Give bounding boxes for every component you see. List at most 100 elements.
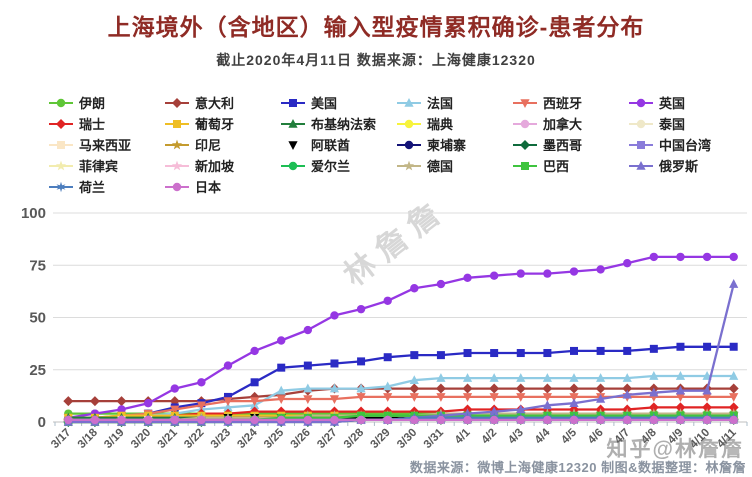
circle-marker-icon — [649, 415, 659, 425]
triangle-marker-icon — [489, 406, 499, 416]
x-axis-tick-label: 3/28 — [342, 426, 367, 451]
square-marker-icon — [250, 378, 259, 387]
triangle-marker-icon — [675, 385, 686, 395]
legend-item: 印尼 — [164, 134, 280, 155]
circle-marker-icon — [410, 284, 419, 293]
circle-marker-icon — [250, 346, 259, 356]
triangle-marker-icon — [542, 373, 552, 382]
triangle-marker-icon — [729, 279, 739, 288]
legend-item: 泰国 — [628, 113, 744, 134]
circle-marker-icon — [404, 119, 414, 128]
legend-item: 美国 — [280, 92, 396, 113]
square-marker-icon — [277, 363, 286, 372]
triangle-marker-icon — [649, 387, 659, 397]
square-marker-icon — [436, 351, 445, 360]
series-line — [68, 395, 734, 419]
x-axis-tick-label: 3/21 — [156, 426, 181, 451]
y-axis-tick-label: 50 — [29, 310, 46, 327]
triangle-down-marker-icon — [356, 393, 366, 402]
x-axis-tick-label: 4/4 — [533, 426, 553, 446]
triangle-legend-marker-icon — [281, 118, 305, 128]
legend-label: 葡萄牙 — [195, 117, 235, 132]
square-marker-icon — [490, 349, 499, 358]
circle-marker-icon — [569, 267, 579, 276]
legend-label: 意大利 — [195, 96, 235, 111]
star-legend-marker-icon — [165, 139, 189, 149]
triangle-marker-icon — [636, 160, 646, 170]
circle-marker-icon — [543, 415, 552, 425]
circle-marker-icon — [383, 415, 392, 425]
legend-label: 伊朗 — [79, 96, 106, 111]
circle-legend-marker-icon — [513, 119, 537, 128]
star-legend-marker-icon — [397, 160, 421, 170]
triangle-marker-icon — [542, 400, 552, 410]
square-marker-icon — [703, 342, 712, 351]
circle-marker-icon — [489, 271, 499, 280]
x-axis-tick-label: 3/24 — [235, 426, 260, 451]
y-axis-tick-label: 0 — [38, 414, 46, 431]
circle-marker-icon — [117, 405, 126, 414]
circle-legend-marker-icon — [49, 98, 73, 107]
circle-legend-marker-icon — [397, 140, 421, 149]
circle-marker-icon — [729, 415, 738, 425]
square-marker-icon — [463, 349, 472, 358]
triangle-marker-icon — [409, 375, 419, 384]
square-marker-icon — [543, 349, 552, 358]
star-legend-marker-icon — [49, 160, 73, 170]
triangle-down-marker-icon — [329, 395, 340, 405]
square-marker-icon — [173, 119, 181, 128]
triangle-marker-icon — [516, 373, 526, 382]
triangle-marker-icon — [276, 385, 286, 395]
square-marker-icon — [383, 353, 392, 362]
triangle-down-marker-icon — [436, 393, 446, 402]
circle-marker-icon — [596, 265, 605, 274]
x-axis-tick-label: 3/18 — [76, 426, 101, 451]
diamond-marker-icon — [675, 402, 686, 413]
square-marker-icon — [623, 346, 632, 355]
diamond-marker-icon — [542, 383, 553, 394]
star6-legend-marker-icon — [49, 181, 73, 192]
legend-item: 西班牙 — [512, 92, 628, 113]
circle-marker-icon — [277, 336, 286, 345]
y-axis-tick-label: 100 — [21, 205, 46, 222]
circle-marker-icon — [543, 269, 552, 278]
circle-legend-marker-icon — [281, 161, 305, 170]
circle-marker-icon — [489, 415, 499, 425]
circle-marker-icon — [520, 119, 530, 128]
circle-marker-icon — [702, 252, 712, 262]
diamond-marker-icon — [622, 383, 633, 394]
legend-item: 柬埔寨 — [396, 134, 512, 155]
triangle-marker-icon — [303, 383, 313, 393]
diamond-marker-icon — [728, 383, 739, 394]
diamond-legend-marker-icon — [513, 139, 537, 150]
triangle-down-marker-icon — [383, 393, 393, 402]
triangle-down-marker-icon — [276, 395, 286, 405]
triangle-marker-icon — [649, 371, 659, 380]
triangle-marker-icon — [329, 383, 340, 393]
series-line — [68, 255, 734, 419]
square-marker-icon — [521, 161, 529, 170]
diamond-marker-icon — [728, 402, 739, 413]
legend-item: 葡萄牙 — [164, 113, 280, 134]
square-marker-icon — [330, 359, 339, 368]
square-legend-marker-icon — [513, 161, 537, 170]
square-marker-icon — [516, 349, 525, 358]
triangle-down-legend-marker-icon — [288, 140, 298, 150]
legend-label: 荷兰 — [79, 180, 106, 195]
legend-item: 荷兰 — [48, 176, 164, 197]
circle-marker-icon — [170, 415, 179, 425]
star-marker-icon — [171, 139, 183, 149]
x-axis-tick-label: 4/5 — [559, 426, 579, 446]
diamond-legend-marker-icon — [165, 97, 189, 108]
legend-label: 菲律宾 — [79, 159, 119, 174]
star6-marker-icon — [56, 181, 66, 192]
circle-marker-icon — [250, 415, 259, 425]
star-marker-icon — [171, 160, 183, 170]
legend-label: 巴西 — [543, 159, 570, 174]
square-legend-marker-icon — [165, 119, 189, 128]
star-marker-icon — [55, 160, 67, 170]
triangle-marker-icon — [622, 373, 632, 382]
diamond-marker-icon — [89, 396, 100, 407]
circle-marker-icon — [330, 311, 339, 320]
x-axis-tick-label: 4/1 — [453, 426, 473, 446]
